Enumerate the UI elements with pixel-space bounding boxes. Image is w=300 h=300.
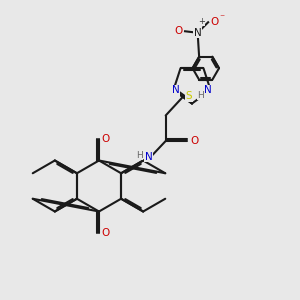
Text: O: O xyxy=(101,228,110,238)
Text: +: + xyxy=(198,17,205,26)
Text: O: O xyxy=(101,134,110,144)
Text: S: S xyxy=(186,91,192,101)
Text: N: N xyxy=(194,28,202,38)
Text: H: H xyxy=(136,151,143,160)
Text: O: O xyxy=(174,26,183,36)
Text: N: N xyxy=(172,85,180,95)
Text: N: N xyxy=(204,85,212,95)
Text: ⁻: ⁻ xyxy=(219,14,224,24)
Text: O: O xyxy=(190,136,198,146)
Text: O: O xyxy=(211,17,219,27)
Text: H: H xyxy=(198,91,204,100)
Text: N: N xyxy=(145,152,152,162)
